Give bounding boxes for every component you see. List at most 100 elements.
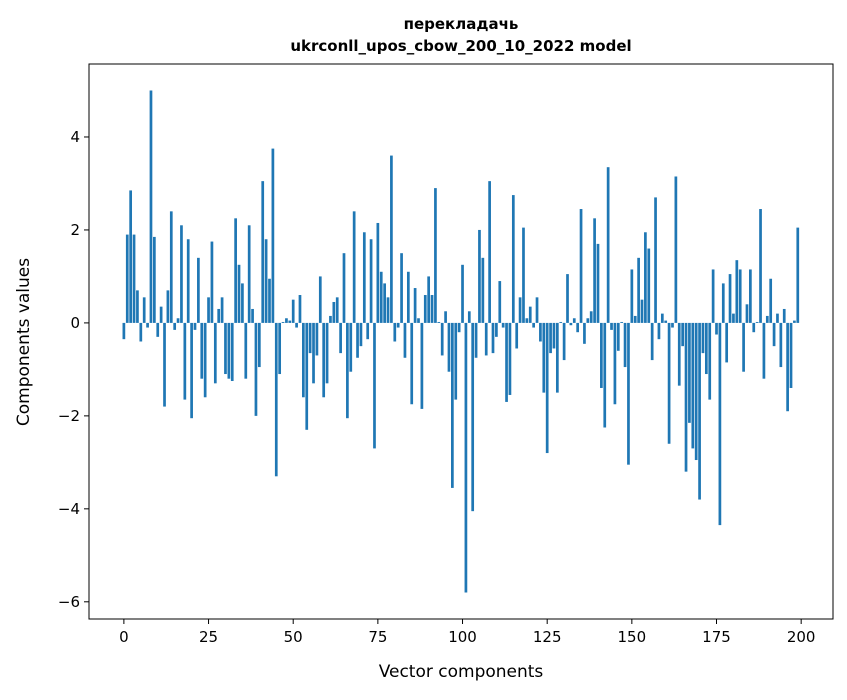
bar-136 bbox=[583, 322, 586, 344]
bar-170 bbox=[698, 322, 701, 500]
bar-73 bbox=[369, 239, 373, 323]
bar-105 bbox=[478, 229, 481, 323]
bar-123 bbox=[539, 322, 542, 342]
bar-155 bbox=[647, 248, 651, 323]
bar-157 bbox=[654, 197, 657, 323]
bar-177 bbox=[721, 283, 725, 323]
bar-191 bbox=[769, 278, 773, 323]
bar-160 bbox=[664, 320, 668, 323]
bar-176 bbox=[718, 322, 722, 526]
bar-141 bbox=[600, 322, 603, 388]
bar-65 bbox=[342, 253, 346, 323]
bar-153 bbox=[640, 299, 644, 323]
bar-57 bbox=[315, 322, 319, 356]
bar-41 bbox=[261, 181, 265, 323]
bar-102 bbox=[467, 311, 471, 323]
bar-80 bbox=[393, 322, 397, 342]
y-tick-label: −4 bbox=[58, 500, 80, 518]
bar-90 bbox=[427, 276, 431, 323]
y-tick-label: 2 bbox=[70, 221, 80, 239]
bar-137 bbox=[586, 318, 590, 323]
bar-74 bbox=[373, 322, 376, 449]
bar-85 bbox=[410, 322, 414, 405]
bar-194 bbox=[779, 322, 783, 368]
bar-180 bbox=[732, 313, 735, 323]
bar-166 bbox=[684, 322, 688, 472]
bar-48 bbox=[285, 318, 288, 323]
bar-189 bbox=[762, 322, 766, 379]
bar-6 bbox=[142, 297, 146, 323]
bar-62 bbox=[332, 301, 336, 323]
bar-107 bbox=[484, 322, 488, 356]
bar-118 bbox=[522, 227, 525, 323]
bar-195 bbox=[782, 308, 786, 323]
bar-56 bbox=[312, 322, 315, 384]
bar-52 bbox=[298, 295, 302, 323]
bar-51 bbox=[295, 322, 298, 328]
bar-87 bbox=[417, 318, 420, 323]
x-tick-label: 100 bbox=[448, 628, 477, 646]
bar-168 bbox=[691, 322, 695, 449]
bar-158 bbox=[657, 322, 661, 340]
bar-2 bbox=[129, 190, 133, 323]
bar-63 bbox=[335, 297, 339, 323]
bar-47 bbox=[281, 321, 285, 323]
bar-76 bbox=[379, 271, 383, 323]
bar-67 bbox=[349, 322, 353, 372]
bar-24 bbox=[203, 322, 207, 398]
y-axis-label: Components values bbox=[14, 258, 34, 426]
bar-86 bbox=[413, 288, 417, 323]
bar-148 bbox=[623, 322, 627, 368]
bar-190 bbox=[765, 315, 769, 323]
chart-subtitle: ukrconll_upos_cbow_200_10_2022 model bbox=[290, 37, 631, 55]
bar-28 bbox=[217, 308, 221, 323]
bar-49 bbox=[288, 320, 292, 323]
bar-116 bbox=[515, 322, 519, 349]
bar-84 bbox=[406, 271, 410, 323]
bar-60 bbox=[325, 322, 329, 384]
bar-119 bbox=[525, 318, 529, 323]
bar-145 bbox=[613, 322, 617, 405]
bar-122 bbox=[535, 297, 539, 323]
bar-58 bbox=[318, 276, 322, 323]
bar-53 bbox=[302, 322, 305, 398]
bar-120 bbox=[528, 306, 532, 323]
bar-91 bbox=[430, 295, 434, 323]
bar-16 bbox=[176, 318, 180, 323]
bar-71 bbox=[362, 232, 366, 323]
bar-27 bbox=[213, 322, 217, 384]
y-tick-label: −6 bbox=[58, 593, 80, 611]
bar-9 bbox=[153, 236, 156, 323]
bar-68 bbox=[352, 211, 356, 323]
bar-139 bbox=[593, 218, 596, 323]
bar-144 bbox=[610, 322, 613, 330]
x-tick-label: 50 bbox=[284, 628, 303, 646]
bar-130 bbox=[562, 322, 566, 361]
bar-167 bbox=[688, 322, 691, 423]
chart-title: перекладачь bbox=[404, 15, 519, 33]
bar-146 bbox=[616, 322, 620, 351]
bar-88 bbox=[420, 322, 424, 409]
bar-25 bbox=[207, 297, 210, 323]
bar-198 bbox=[793, 320, 796, 323]
bar-133 bbox=[572, 318, 576, 323]
bar-172 bbox=[704, 322, 708, 375]
bar-193 bbox=[776, 313, 779, 323]
bar-150 bbox=[630, 269, 634, 323]
y-tick-label: −2 bbox=[58, 407, 80, 425]
bar-106 bbox=[481, 257, 485, 323]
x-axis-label: Vector components bbox=[379, 662, 544, 682]
bar-108 bbox=[488, 181, 491, 323]
bar-43 bbox=[268, 278, 271, 323]
bar-115 bbox=[511, 195, 515, 323]
bar-42 bbox=[264, 239, 268, 323]
bar-125 bbox=[545, 322, 549, 454]
bar-97 bbox=[451, 322, 454, 488]
x-tick-label: 125 bbox=[533, 628, 562, 646]
bar-13 bbox=[166, 290, 170, 323]
bar-50 bbox=[291, 299, 295, 323]
bar-17 bbox=[180, 225, 183, 323]
bar-40 bbox=[257, 322, 261, 368]
bar-132 bbox=[569, 322, 573, 326]
bar-111 bbox=[498, 281, 502, 323]
